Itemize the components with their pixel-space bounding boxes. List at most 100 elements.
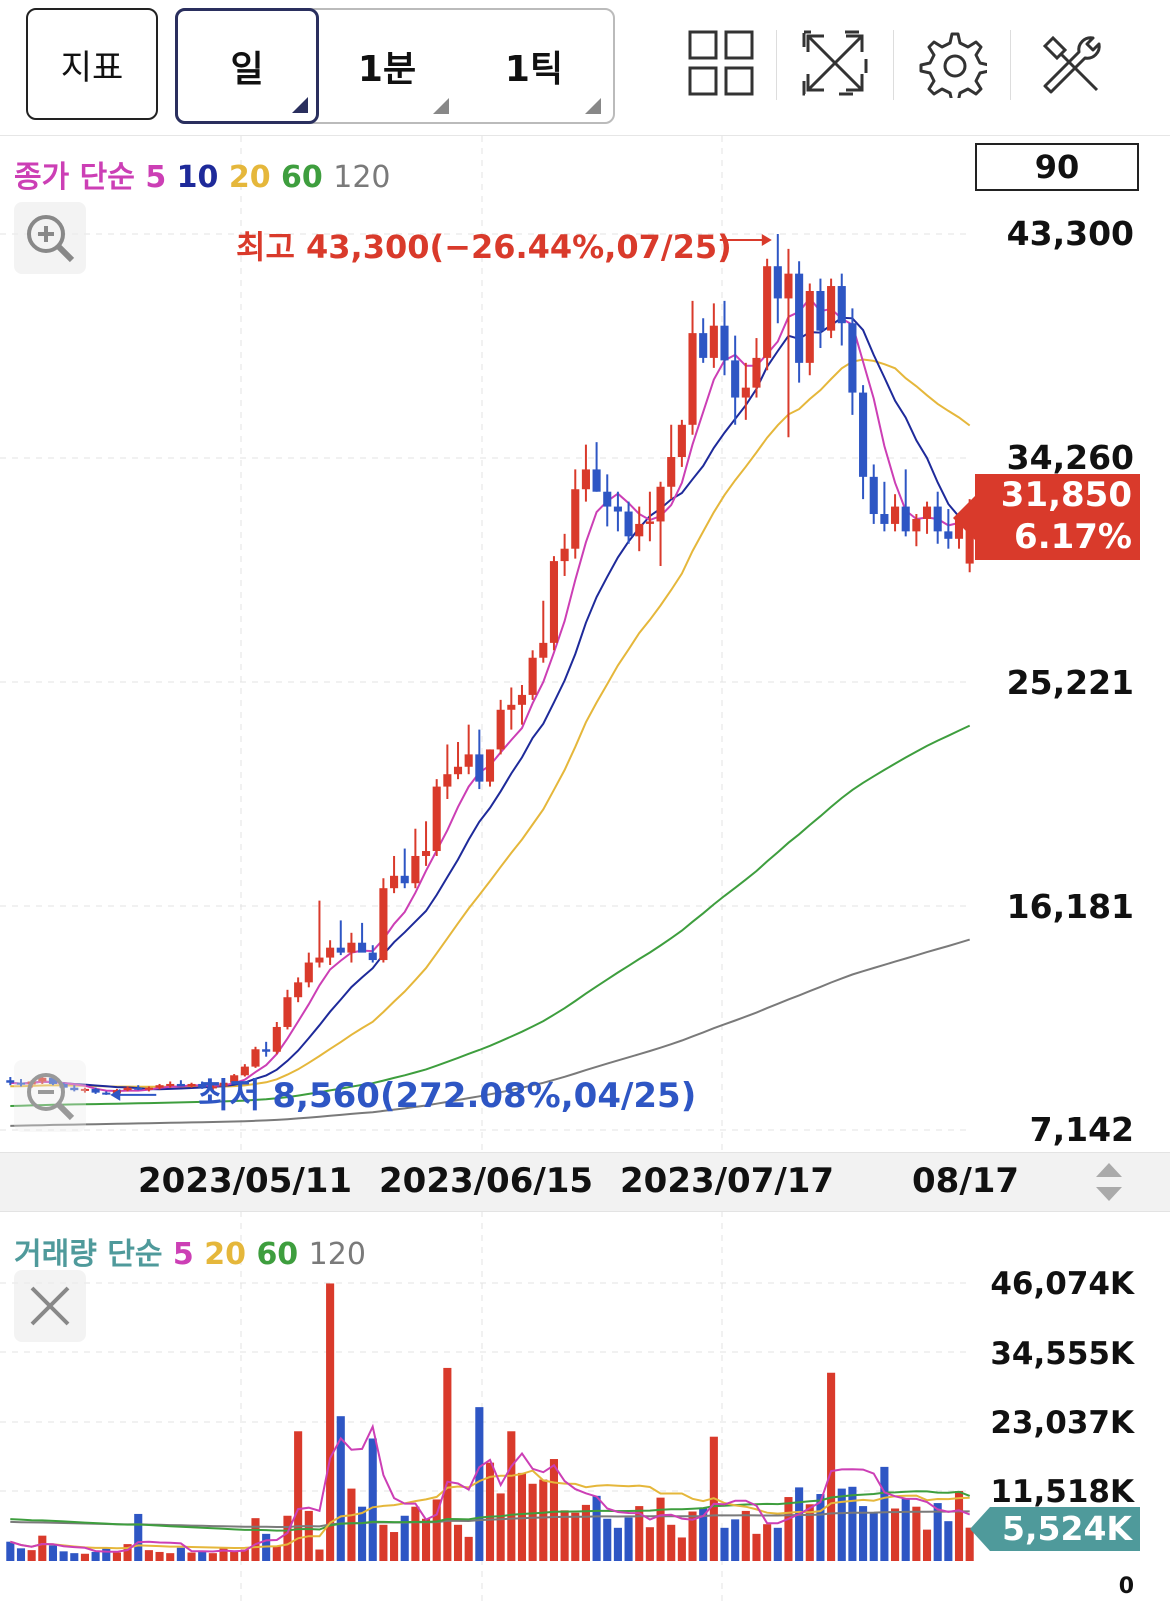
volume-bar [784,1497,793,1561]
segment-1tick[interactable]: 1틱 [459,10,609,122]
volume-bar [102,1547,111,1561]
candle-body [688,333,697,425]
volume-bar [219,1548,228,1561]
candle-body [720,325,729,361]
volume-bar [421,1518,431,1561]
candle-body [176,1083,185,1087]
volume-bar [816,1494,825,1561]
volume-chart[interactable] [0,1211,1170,1607]
x-label: 2023/07/17 [620,1161,835,1201]
volume-bar [954,1491,964,1561]
candle-body [922,506,932,519]
segment-1min[interactable]: 1분 [317,10,457,122]
zoom-in-button[interactable] [14,202,86,274]
volume-bar [453,1524,463,1561]
candle-body [752,357,761,388]
candle-body [262,1049,271,1052]
volume-bar [891,1508,900,1561]
toolbar-divider [893,30,894,100]
volume-bar [198,1550,207,1561]
candle-body [379,888,388,961]
candle-body [507,704,516,710]
candle-body [731,360,740,398]
candle-body [827,286,836,331]
volume-bar [944,1521,953,1561]
candle-body [453,766,463,775]
candle-body [187,1083,196,1087]
candle-body [965,517,974,564]
current-volume: 5,524K [1002,1509,1132,1548]
axis-scroll-icon[interactable] [1094,1159,1124,1205]
vol-ma120-line [10,1510,970,1528]
volume-bar [741,1510,750,1561]
volume-bar [645,1527,654,1561]
grid-layout-icon[interactable] [686,28,756,98]
vol-ma5-line [10,1423,971,1553]
candle-body [358,942,367,953]
volume-bar [6,1541,15,1561]
candle-body [517,694,527,705]
candle-body [230,1075,239,1083]
volume-bar [720,1527,729,1561]
volume-bar [144,1550,153,1561]
toolbar: 지표 일 1분 1틱 [0,0,1170,136]
fullscreen-icon[interactable] [800,28,870,98]
tools-icon[interactable] [1035,28,1105,98]
legend-ma60: 60 [281,160,323,195]
candle-body [48,1077,58,1084]
zoom-out-icon [27,1073,75,1121]
candle-body [848,323,857,393]
candle-body [304,962,313,983]
candle-body [315,957,324,963]
candle-body [837,286,846,324]
price-legend-prefix: 종가 단순 [14,160,135,195]
candle-body [869,476,878,515]
candle-body [528,657,537,695]
close-icon [30,1286,70,1326]
volume-bar [613,1527,622,1561]
ma20-line [10,358,971,1088]
volume-bar [869,1513,878,1561]
current-price-badge: 31,850 6.17% [953,474,1140,560]
candle-body [603,491,612,507]
high-annotation: 최고 43,300(−26.44%,07/25) [236,228,732,266]
volume-bar [390,1532,399,1561]
candle-body [102,1092,111,1095]
volume-bar [368,1438,377,1561]
volume-bar [699,1508,708,1561]
zoom-in-icon [27,215,75,263]
volume-bar [358,1506,367,1561]
volume-bar [560,1510,569,1561]
volume-bar [336,1416,345,1561]
zoom-out-button[interactable] [14,1060,86,1132]
gear-icon[interactable] [917,28,987,98]
volume-bar [912,1506,921,1561]
legend-ma20: 20 [228,160,271,195]
volume-bar [624,1517,633,1561]
volume-bar [901,1498,910,1561]
candle-body [624,511,633,537]
volume-bar [549,1459,559,1561]
volume-bar [656,1497,665,1561]
price-grid [0,136,970,1152]
price-chart[interactable] [0,136,1170,1152]
volume-bar [517,1472,527,1561]
vol-ma20-line [10,1469,970,1550]
high-marker-arrow [761,234,772,246]
dropdown-corner-icon [292,97,308,113]
period-input[interactable]: 90 [975,143,1139,191]
candle-body [155,1085,164,1088]
volume-bar [848,1486,857,1561]
close-volume-button[interactable] [14,1270,86,1342]
x-label: 2023/06/15 [379,1161,594,1201]
candle-body [432,786,441,852]
candle-body [326,947,335,958]
candle-body [741,387,750,398]
candle-body [709,325,718,358]
segment-day[interactable]: 일 [175,8,319,124]
toolbar-divider [776,30,777,100]
candle-body [272,1026,281,1052]
indicator-button[interactable]: 지표 [26,8,158,120]
volume-bar [581,1504,590,1561]
x-axis[interactable]: 2023/05/11 2023/06/15 2023/07/17 08/17 [0,1152,1170,1212]
